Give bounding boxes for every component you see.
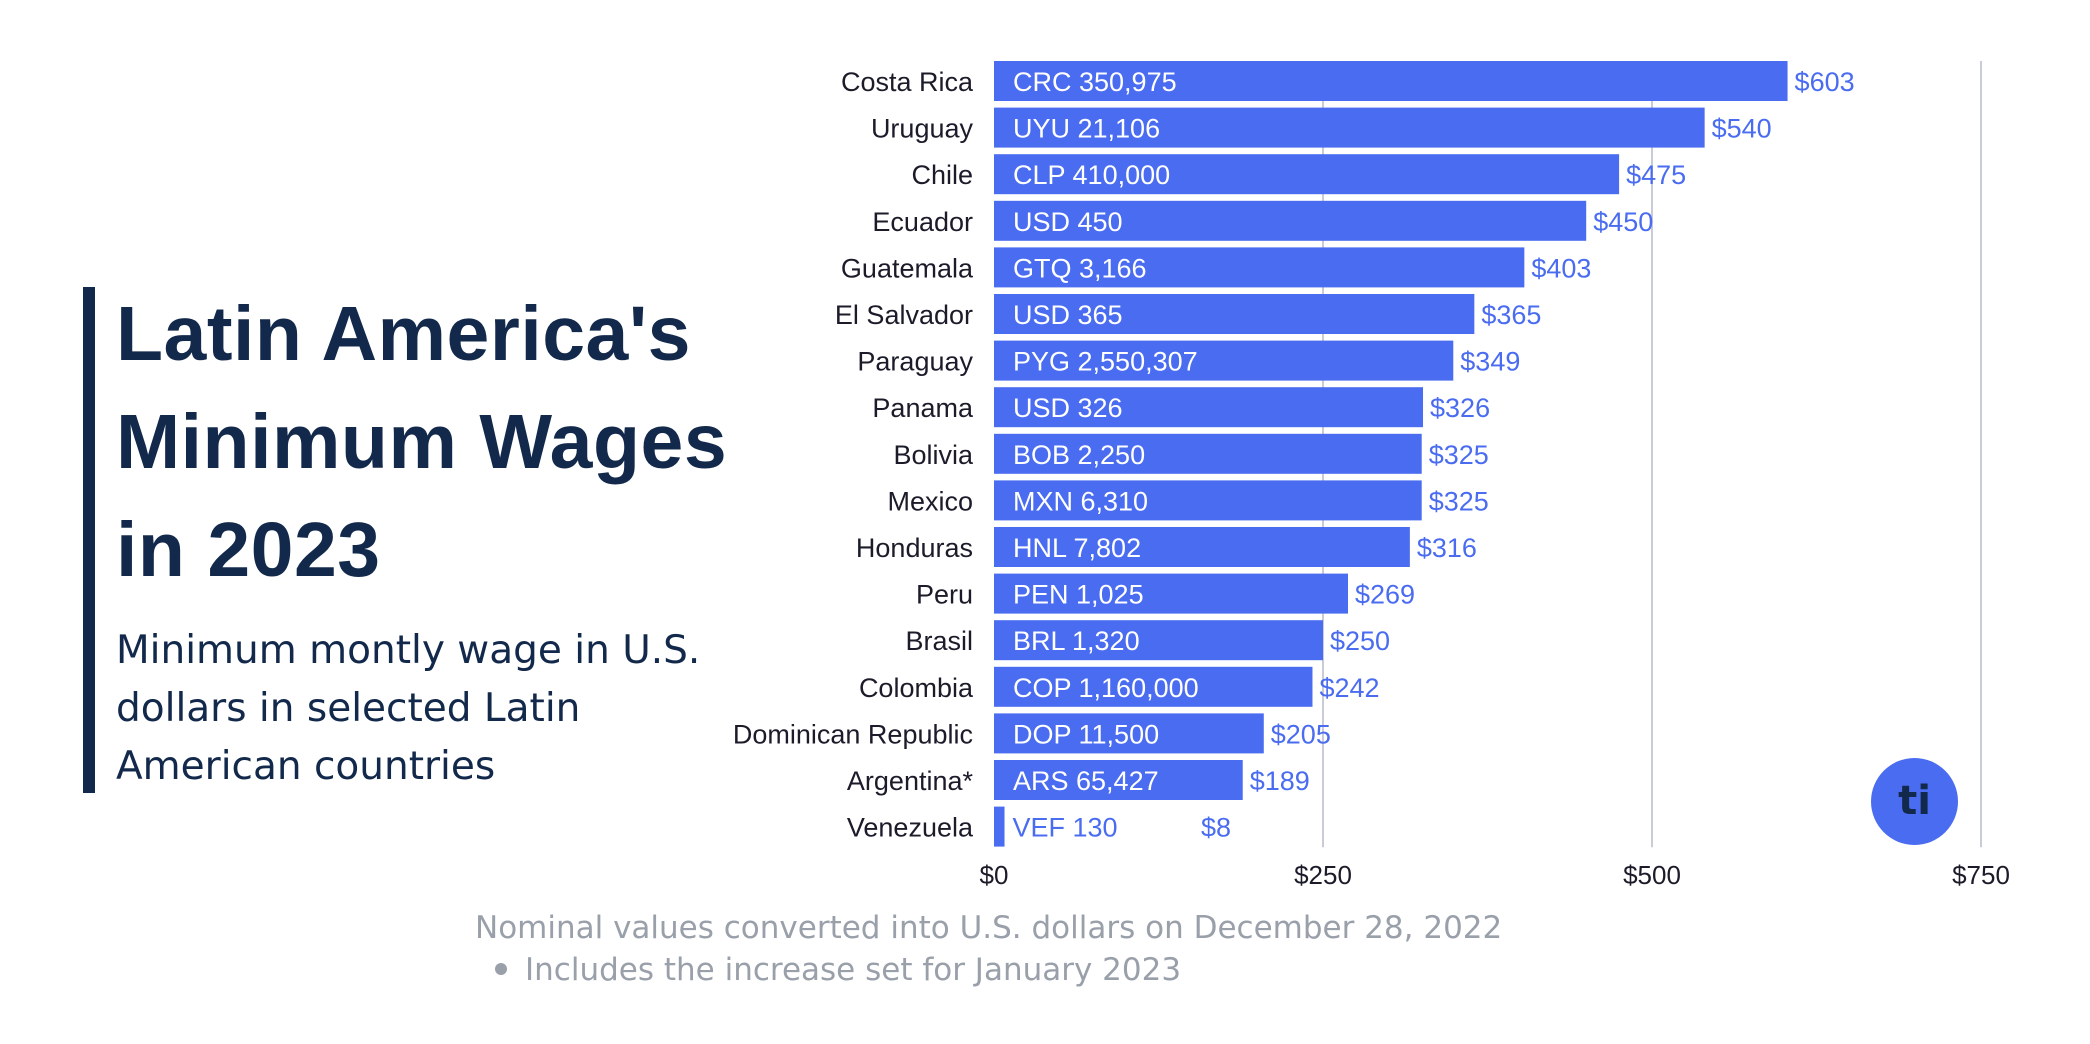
value-label: $189 [1250, 766, 1310, 796]
bar [994, 527, 1410, 567]
category-label: Honduras [856, 533, 973, 563]
local-currency-label: BRL 1,320 [1013, 626, 1140, 656]
bar [994, 387, 1424, 428]
title-accent-bar [83, 287, 95, 793]
value-label: $269 [1355, 580, 1415, 610]
footnote-bullet: Includes the increase set for January 20… [495, 952, 1181, 988]
bars-layer [994, 61, 1788, 847]
value-label: $325 [1429, 486, 1489, 516]
local-currency-label: ARS 65,427 [1013, 766, 1159, 796]
x-tick-label: $500 [1623, 860, 1681, 890]
bar [994, 480, 1422, 521]
bar [994, 107, 1705, 148]
bar [994, 806, 1005, 847]
value-label: $325 [1429, 440, 1489, 470]
ticks-layer: $0 $250 $500 $750 [980, 860, 2010, 890]
local-currency-label: MXN 6,310 [1013, 486, 1148, 516]
brand-logo: ti [1871, 758, 1958, 845]
local-currency-label: HNL 7,802 [1013, 533, 1141, 563]
bar [994, 713, 1264, 754]
value-label: $365 [1481, 300, 1541, 330]
category-label: Guatemala [841, 253, 974, 283]
footnote: Nominal values converted into U.S. dolla… [475, 910, 1503, 946]
value-label: $475 [1626, 160, 1686, 190]
category-label: Bolivia [893, 440, 974, 470]
bar [994, 294, 1475, 334]
category-label: Brasil [905, 626, 973, 656]
local-currency-label: COP 1,160,000 [1013, 673, 1199, 703]
local-currency-label: BOB 2,250 [1013, 440, 1145, 470]
category-label: Panama [872, 393, 974, 423]
local-currency-label: DOP 11,500 [1013, 719, 1159, 749]
value-label: $450 [1593, 207, 1653, 237]
x-tick-label: $0 [980, 860, 1009, 890]
value-label: $316 [1417, 533, 1477, 563]
value-label: $205 [1271, 719, 1331, 749]
local-currency-label: USD 450 [1013, 207, 1123, 237]
value-label: $326 [1430, 393, 1490, 423]
x-tick-label: $250 [1294, 860, 1352, 890]
local-currency-label: GTQ 3,166 [1013, 253, 1147, 283]
category-label: Argentina* [847, 766, 974, 796]
value-label: $242 [1319, 673, 1379, 703]
bar [994, 620, 1323, 661]
category-label: Colombia [859, 673, 974, 703]
category-label: Costa Rica [841, 67, 974, 97]
local-currency-label: CRC 350,975 [1013, 67, 1177, 97]
value-label: $603 [1795, 67, 1855, 97]
category-label: Peru [916, 580, 973, 610]
local-currency-label: PEN 1,025 [1013, 580, 1144, 610]
local-currency-label: USD 365 [1013, 300, 1123, 330]
value-label: $540 [1712, 114, 1772, 144]
local-currency-label: UYU 21,106 [1013, 114, 1160, 144]
bar [994, 200, 1587, 241]
bar [994, 61, 1788, 101]
bar [994, 433, 1422, 474]
bar [994, 340, 1454, 381]
bar [994, 666, 1313, 707]
labels-layer: Costa Rica CRC 350,975 $603 Uruguay UYU 21,1… [733, 67, 1855, 843]
bar [994, 154, 1620, 195]
local-currency-label: USD 326 [1013, 393, 1123, 423]
category-label: Venezuela [847, 813, 974, 843]
local-currency-label: VEF 130 [1013, 813, 1118, 843]
bar [994, 760, 1243, 800]
category-label: Mexico [887, 486, 973, 516]
footnote-bullet-text: Includes the increase set for January 20… [525, 952, 1182, 988]
bullet-dot [495, 962, 507, 975]
value-label: $8 [1201, 813, 1231, 843]
value-label: $250 [1330, 626, 1390, 656]
bar [994, 573, 1349, 614]
category-label: Dominican Republic [733, 719, 973, 749]
local-currency-label: CLP 410,000 [1013, 160, 1170, 190]
bar [994, 247, 1525, 288]
chart-subtitle: Minimum montly wage in U.S. dollars in s… [116, 628, 701, 789]
category-label: El Salvador [835, 300, 973, 330]
x-tick-label: $750 [1952, 860, 2010, 890]
value-label: $403 [1531, 253, 1591, 283]
category-label: Chile [911, 160, 973, 190]
chart-title: Latin America's Minimum Wages in 2023 [116, 291, 728, 593]
local-currency-label: PYG 2,550,307 [1013, 347, 1198, 377]
category-label: Ecuador [872, 207, 973, 237]
value-label: $349 [1460, 347, 1520, 377]
category-label: Paraguay [857, 347, 973, 377]
category-label: Uruguay [871, 114, 974, 144]
